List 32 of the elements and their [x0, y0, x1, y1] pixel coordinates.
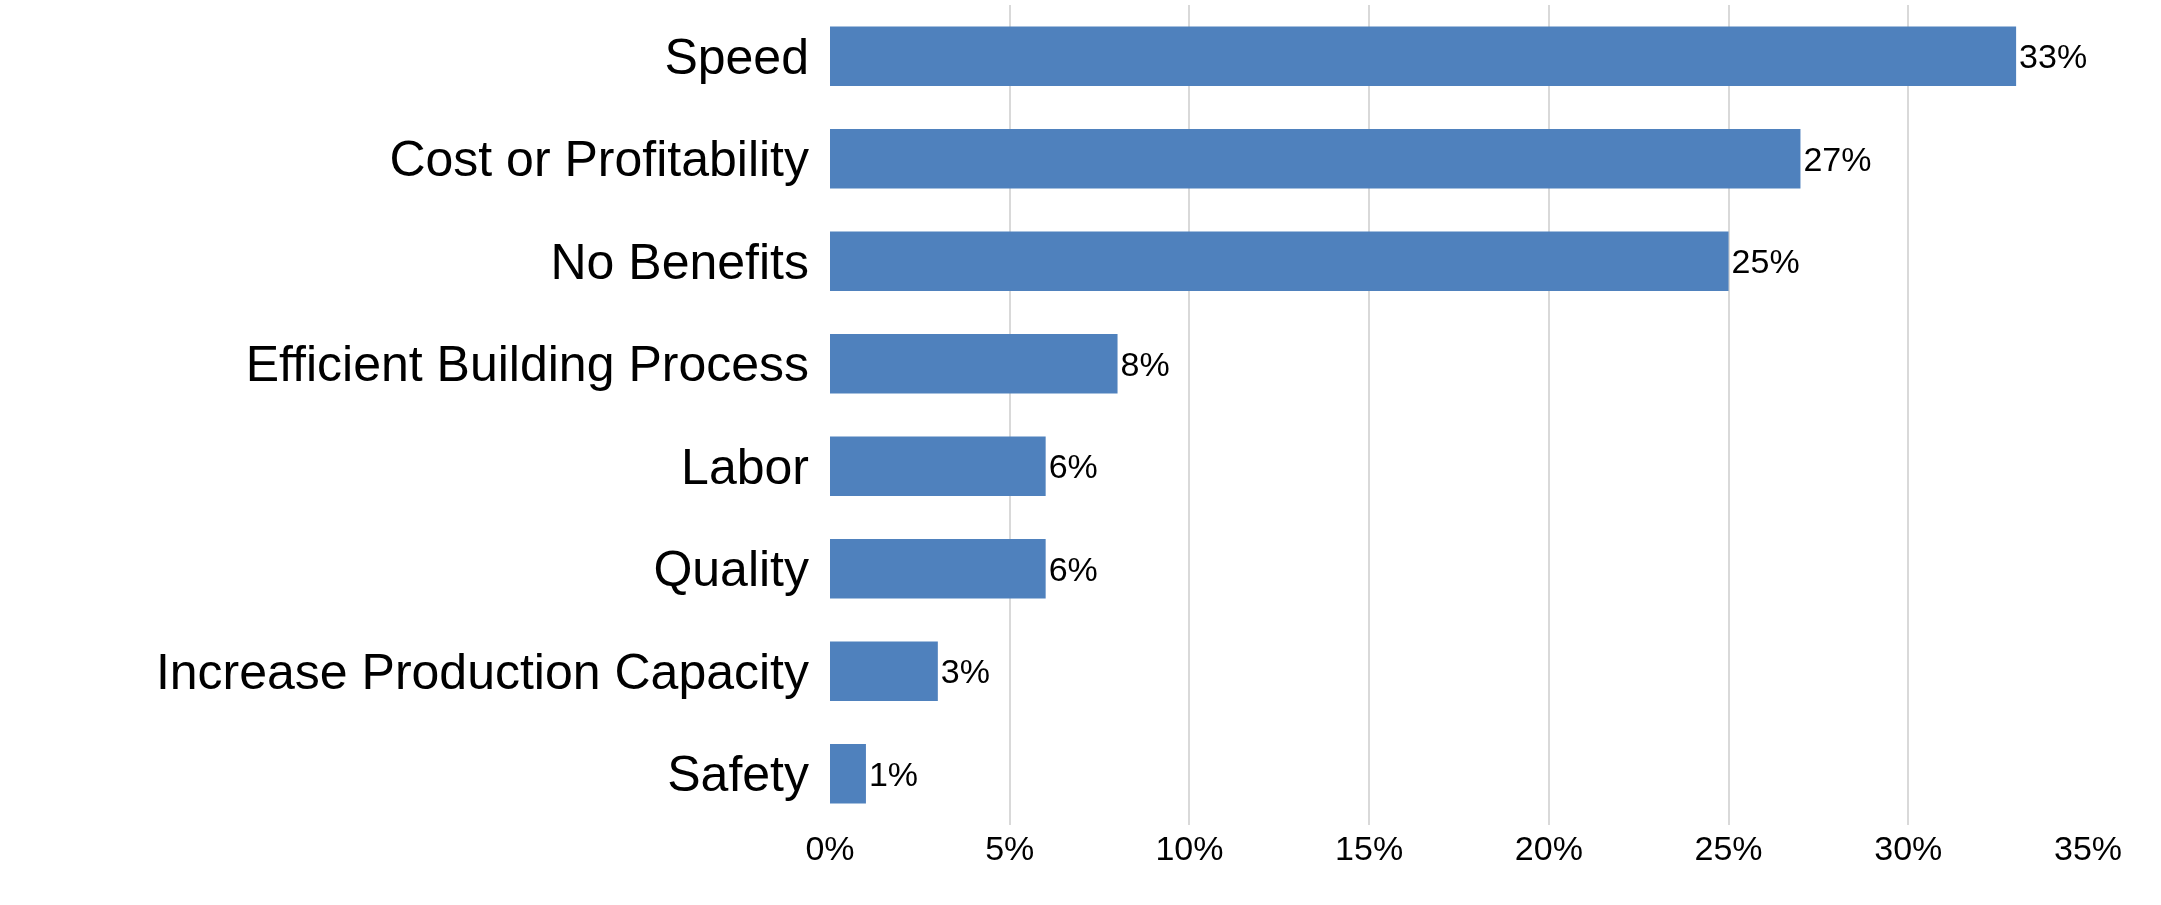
bar — [830, 436, 1046, 496]
data-label: 8% — [1120, 344, 1170, 383]
x-tick-label: 35% — [2053, 829, 2123, 867]
data-label: 1% — [868, 754, 919, 793]
bar — [830, 26, 2017, 86]
bar — [830, 641, 938, 701]
bar — [830, 334, 1118, 394]
y-tick-label: Speed — [664, 28, 809, 85]
data-label: 6% — [1048, 447, 1098, 486]
y-tick-label: Safety — [667, 746, 809, 803]
x-tick-label: 5% — [985, 829, 1035, 867]
x-tick-label: 0% — [805, 829, 855, 867]
y-tick-label: No Benefits — [550, 233, 809, 290]
data-label: 25% — [1731, 242, 1800, 281]
x-tick-label: 10% — [1155, 829, 1224, 867]
data-label: 3% — [940, 652, 990, 691]
x-tick-label: 20% — [1514, 829, 1583, 867]
data-label: 27% — [1803, 139, 1872, 178]
bar — [830, 231, 1729, 291]
data-label: 6% — [1048, 549, 1098, 588]
y-tick-label: Efficient Building Process — [245, 336, 809, 393]
y-tick-label: Cost or Profitability — [389, 131, 809, 188]
x-tick-label: 15% — [1335, 829, 1404, 867]
x-tick-label: 30% — [1874, 829, 1943, 867]
data-label: 33% — [2019, 37, 2088, 76]
y-tick-label: Increase Production Capacity — [155, 643, 809, 700]
x-tick-label: 25% — [1694, 829, 1763, 867]
bar — [830, 129, 1801, 189]
y-tick-label: Quality — [653, 541, 809, 598]
bar — [830, 744, 866, 804]
y-tick-label: Labor — [681, 438, 809, 495]
bar — [830, 539, 1046, 599]
